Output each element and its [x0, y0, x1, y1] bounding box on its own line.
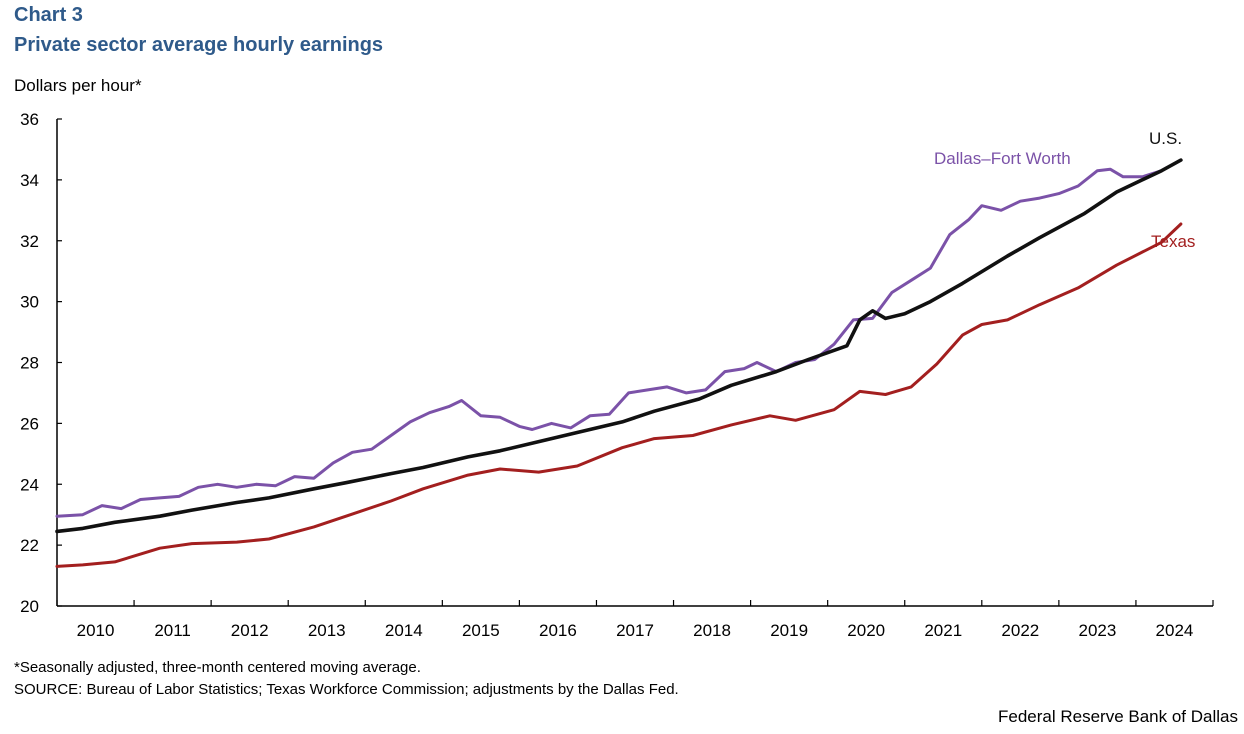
series-label-1: U.S.	[1149, 129, 1182, 148]
source-note: SOURCE: Bureau of Labor Statistics; Texa…	[14, 681, 679, 698]
y-tick-label: 20	[20, 597, 39, 616]
series-line-1	[55, 158, 1183, 534]
x-tick-label: 2023	[1078, 621, 1116, 640]
y-tick-label: 32	[20, 232, 39, 251]
series-label-0: Dallas–Fort Worth	[934, 149, 1071, 168]
chart-number: Chart 3	[14, 4, 83, 26]
series-line-0	[55, 167, 1164, 518]
chart-title: Private sector average hourly earnings	[14, 34, 384, 56]
x-tick-label: 2013	[308, 621, 346, 640]
x-tick-label: 2020	[847, 621, 885, 640]
y-axis-unit-label: Dollars per hour*	[14, 76, 142, 95]
y-tick-label: 34	[20, 171, 39, 190]
x-tick-label: 2017	[616, 621, 654, 640]
x-tick-label: 2015	[462, 621, 500, 640]
y-tick-label: 36	[20, 110, 39, 129]
y-tick-label: 30	[20, 293, 39, 312]
x-tick-label: 2022	[1001, 621, 1039, 640]
x-tick-label: 2021	[924, 621, 962, 640]
x-tick-label: 2010	[77, 621, 115, 640]
y-tick-label: 28	[20, 354, 39, 373]
x-tick-label: 2014	[385, 621, 423, 640]
series-line-2	[55, 222, 1183, 568]
footnote: *Seasonally adjusted, three-month center…	[14, 659, 421, 676]
y-tick-label: 24	[20, 475, 39, 494]
brand-label: Federal Reserve Bank of Dallas	[997, 707, 1238, 726]
x-tick-label: 2019	[770, 621, 808, 640]
x-tick-label: 2024	[1156, 621, 1194, 640]
x-tick-label: 2016	[539, 621, 577, 640]
y-tick-label: 26	[20, 414, 39, 433]
x-tick-label: 2018	[693, 621, 731, 640]
x-tick-label: 2012	[231, 621, 269, 640]
series-label-2: Texas	[1151, 232, 1195, 251]
x-tick-label: 2011	[154, 621, 191, 640]
y-tick-label: 22	[20, 536, 39, 555]
